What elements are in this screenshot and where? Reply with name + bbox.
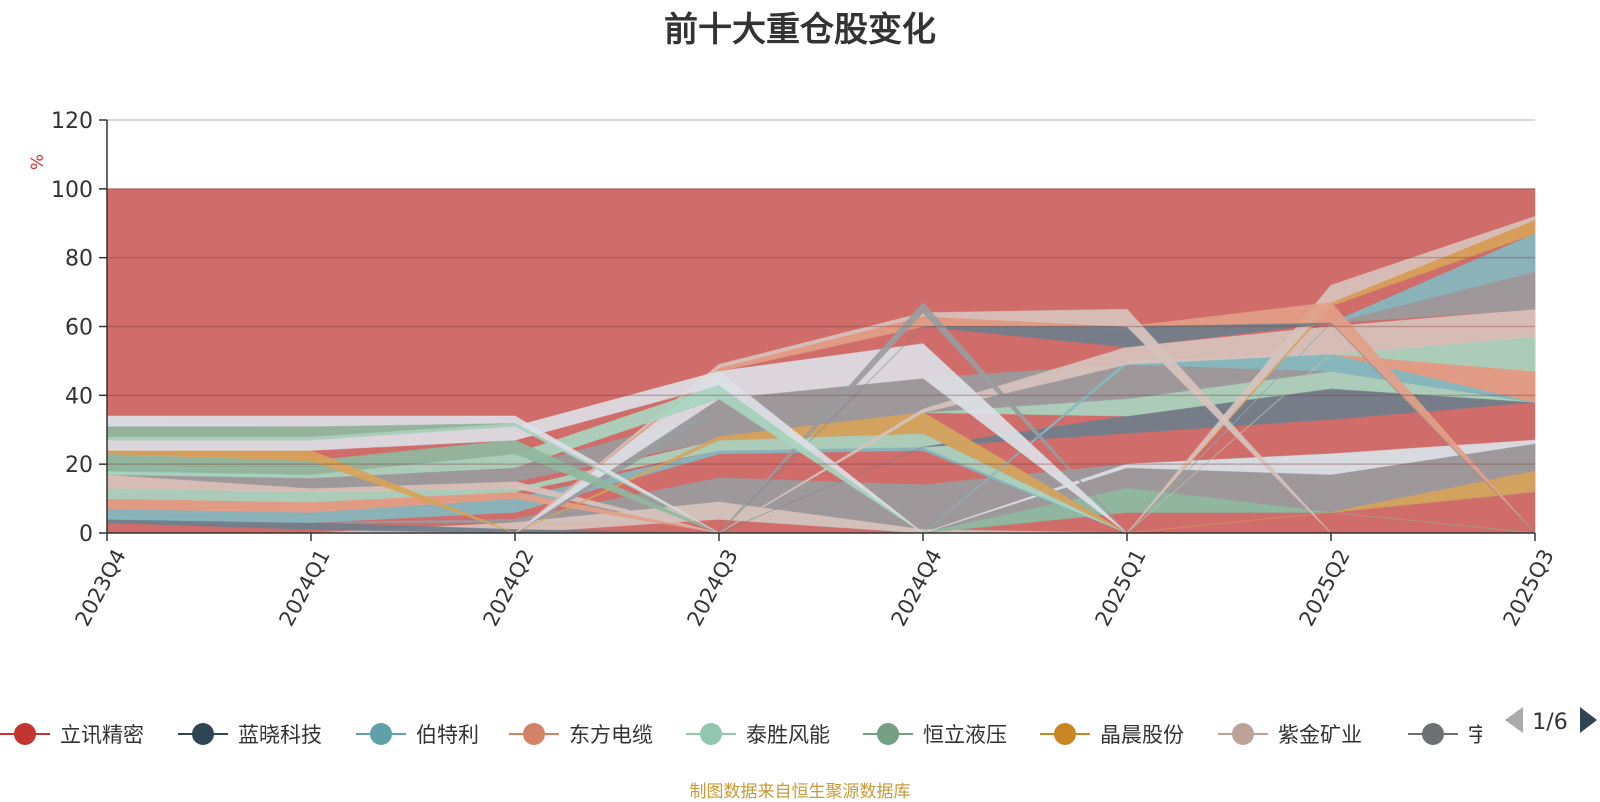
area-band bbox=[107, 501, 1535, 534]
legend-label: 伯特利 bbox=[416, 723, 479, 747]
legend-marker bbox=[700, 723, 722, 745]
legend-next-arrow-icon[interactable] bbox=[1580, 707, 1597, 733]
legend-item[interactable]: 晶晨股份 bbox=[1040, 723, 1184, 747]
x-tick-label: 2024Q4 bbox=[887, 545, 947, 630]
y-tick-label: 80 bbox=[65, 247, 93, 272]
x-tick-label: 2024Q3 bbox=[683, 545, 743, 630]
legend-label: 立讯精密 bbox=[60, 723, 144, 747]
legend-item[interactable]: 蓝晓科技 bbox=[178, 723, 322, 747]
x-tick-label: 2025Q3 bbox=[1499, 545, 1559, 630]
x-tick-label: 2024Q2 bbox=[479, 545, 539, 630]
x-tick-label: 2023Q4 bbox=[71, 545, 131, 630]
legend-marker bbox=[877, 723, 899, 745]
y-tick-label: 100 bbox=[51, 178, 93, 203]
grid-lines bbox=[107, 119, 1535, 465]
y-axis-label: % bbox=[28, 154, 48, 170]
legend-item[interactable]: 宇通 bbox=[1408, 723, 1510, 747]
x-tick-label: 2025Q1 bbox=[1091, 545, 1151, 630]
chart-title: 前十大重仓股变化 bbox=[664, 10, 936, 50]
legend-item[interactable]: 立讯精密 bbox=[0, 723, 144, 747]
y-tick-label: 120 bbox=[51, 109, 93, 134]
y-tick-label: 40 bbox=[65, 384, 93, 409]
x-tick-label: 2024Q1 bbox=[275, 545, 335, 630]
legend-prev-arrow-icon[interactable] bbox=[1505, 707, 1523, 733]
y-tick-label: 0 bbox=[79, 522, 93, 547]
legend-label: 恒立液压 bbox=[923, 723, 1007, 747]
legend-marker bbox=[523, 723, 545, 745]
legend-page-indicator: 1/6 bbox=[1532, 710, 1567, 735]
legend-item[interactable]: 恒立液压 bbox=[863, 723, 1007, 747]
legend-item[interactable]: 东方电缆 bbox=[509, 723, 653, 747]
y-tick-label: 20 bbox=[65, 453, 93, 478]
legend-marker bbox=[1422, 723, 1444, 745]
legend: 立讯精密 蓝晓科技 伯特利 东方电缆 泰胜风能 恒立液压 晶晨股份 紫金矿业 宇通 bbox=[0, 723, 1510, 747]
area-band bbox=[107, 412, 1535, 534]
legend-pager: 1/6 bbox=[1505, 707, 1597, 735]
legend-marker bbox=[1232, 723, 1254, 745]
legend-label: 紫金矿业 bbox=[1278, 723, 1362, 747]
area-bands bbox=[106, 188, 1536, 534]
legend-item[interactable]: 伯特利 bbox=[356, 723, 479, 747]
legend-label: 泰胜风能 bbox=[746, 723, 830, 747]
y-tick-label: 60 bbox=[65, 316, 93, 341]
legend-label: 蓝晓科技 bbox=[238, 723, 322, 747]
legend-label: 宇通 bbox=[1468, 723, 1510, 747]
legend-marker bbox=[1054, 723, 1076, 745]
legend-marker bbox=[370, 723, 392, 745]
source-note: 制图数据来自恒生聚源数据库 bbox=[689, 782, 911, 802]
legend-label: 晶晨股份 bbox=[1100, 723, 1184, 747]
legend-item[interactable]: 紫金矿业 bbox=[1218, 723, 1362, 747]
legend-label: 东方电缆 bbox=[569, 723, 653, 747]
legend-marker bbox=[14, 723, 36, 745]
x-tick-label: 2025Q2 bbox=[1295, 545, 1355, 630]
legend-item[interactable]: 泰胜风能 bbox=[686, 723, 830, 747]
legend-marker bbox=[192, 723, 214, 745]
